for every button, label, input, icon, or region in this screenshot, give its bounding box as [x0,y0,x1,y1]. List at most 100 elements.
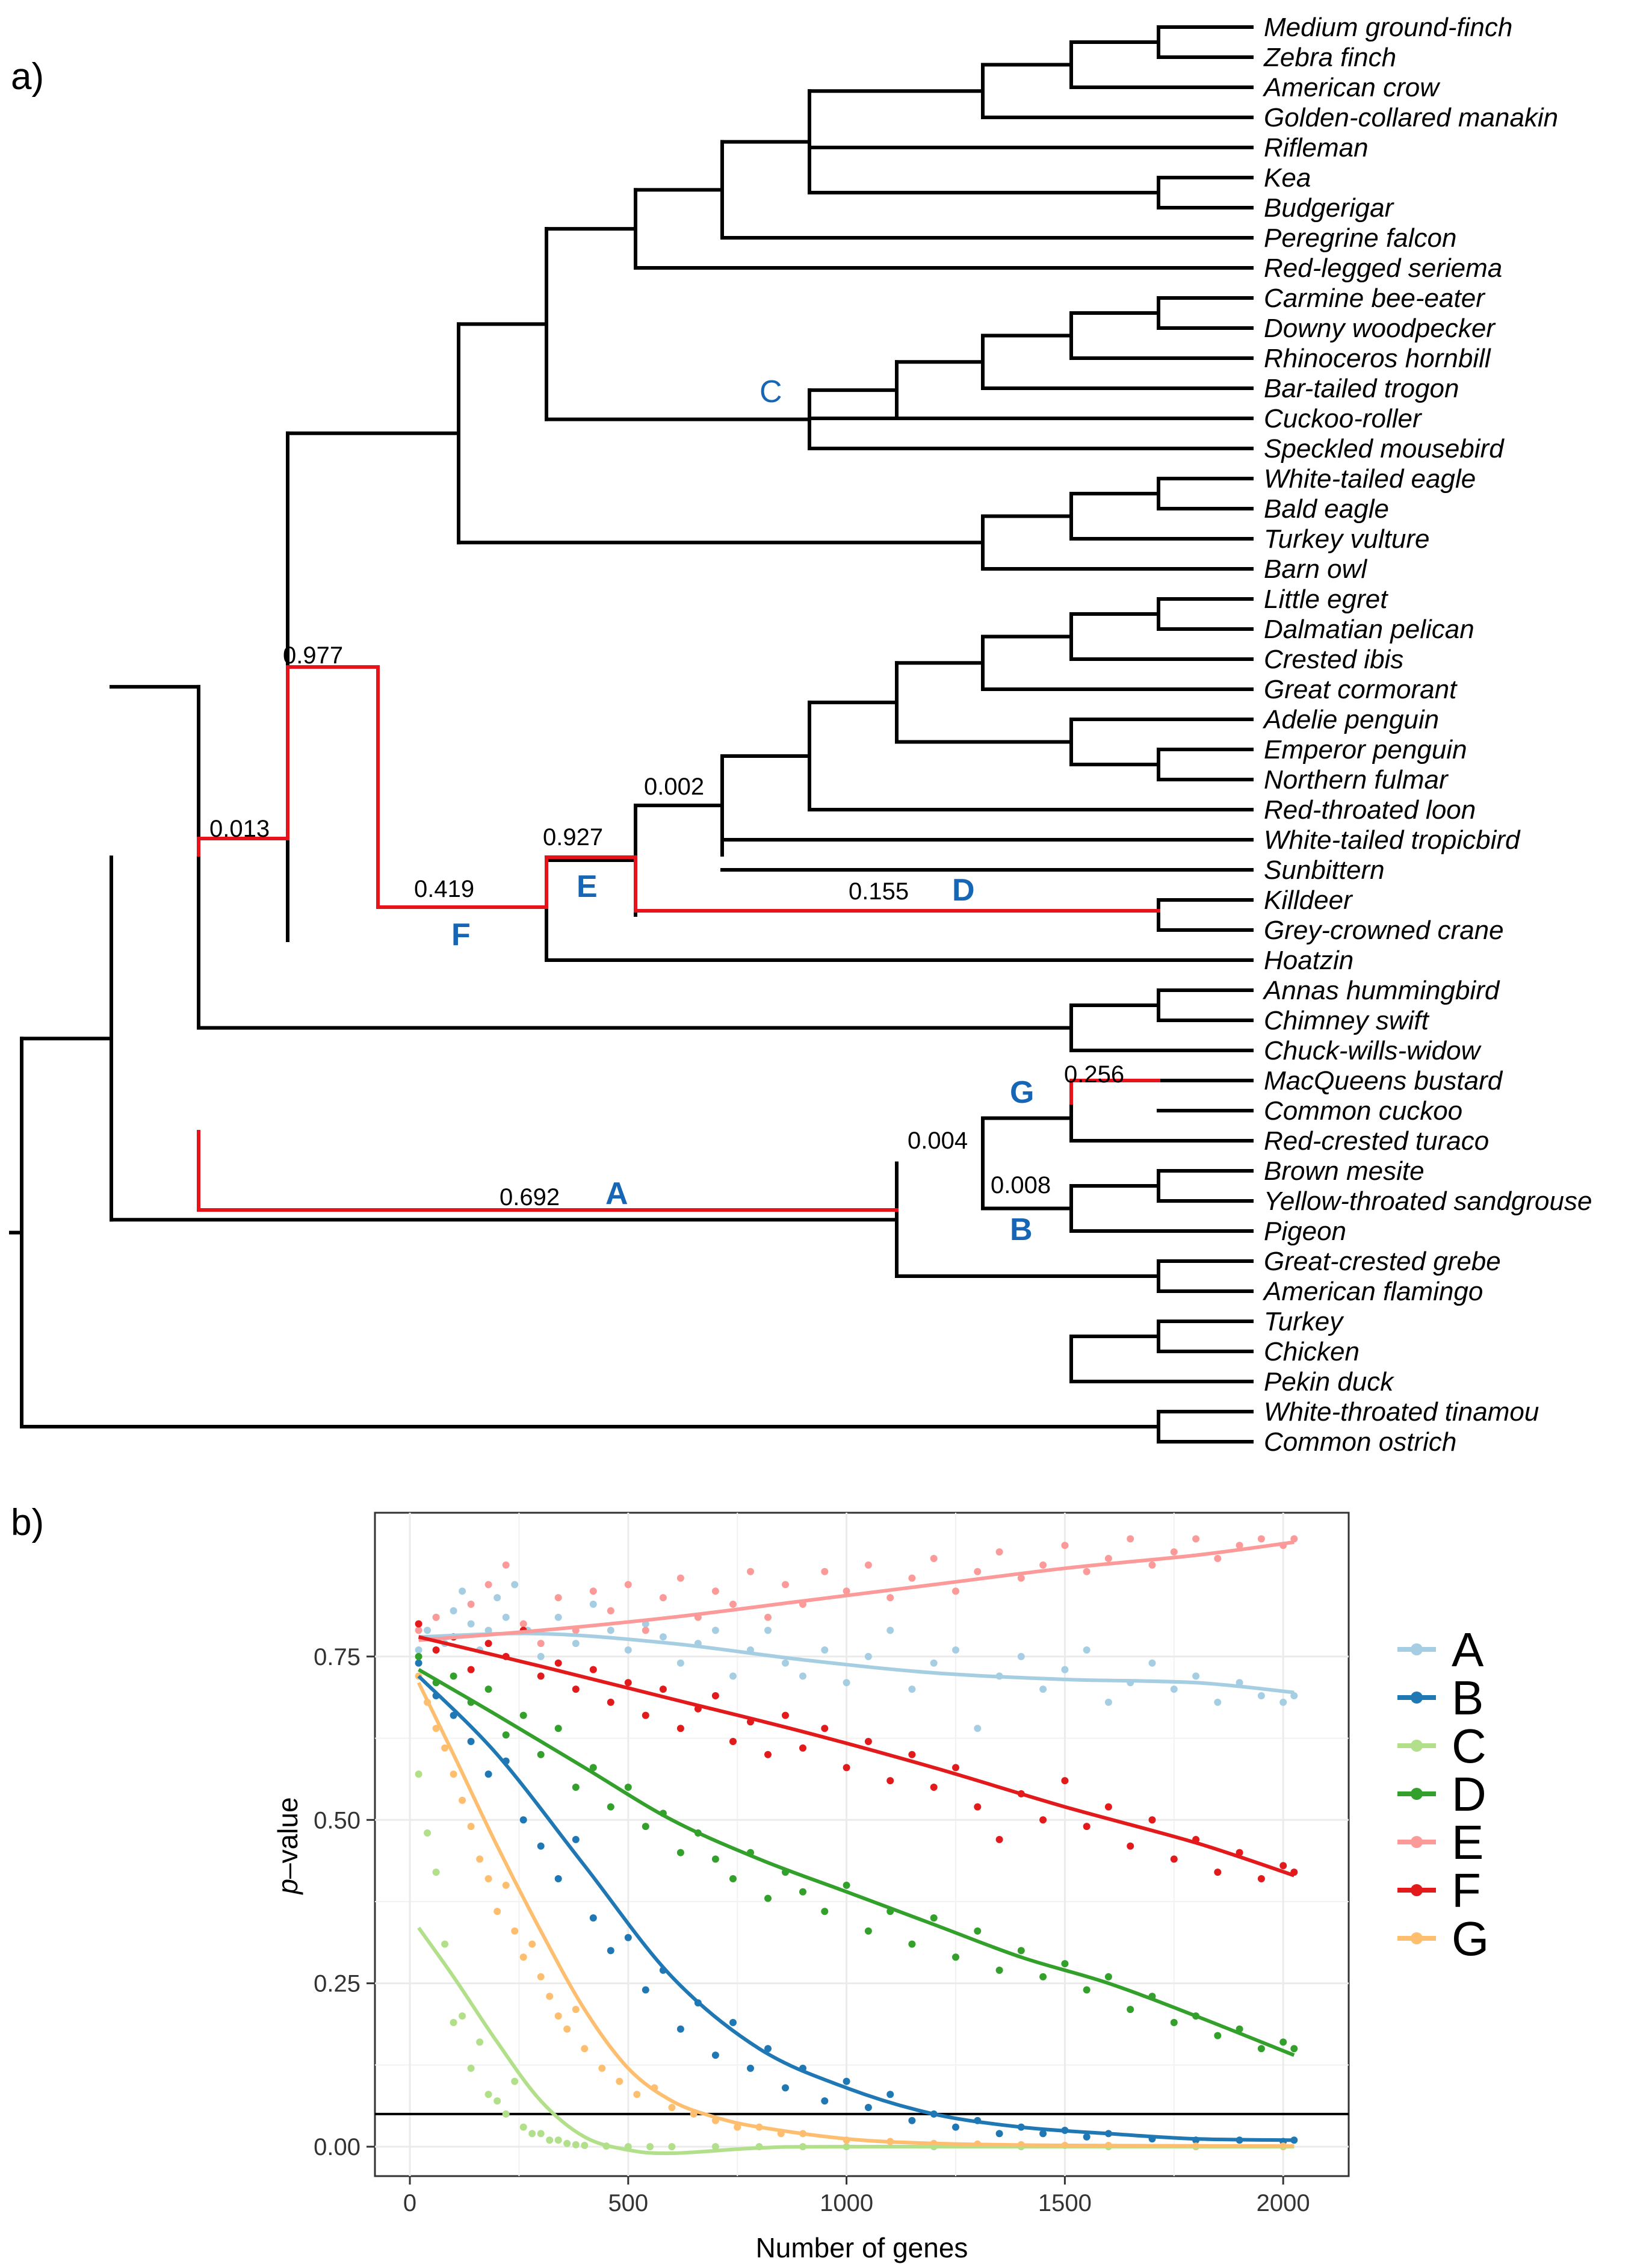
legend-label: D [1452,1767,1486,1821]
tip-label: Red-crested turaco [1264,1126,1489,1156]
legend-key-dot [1411,1692,1423,1704]
point-e [432,1613,440,1621]
point-f [467,1666,475,1673]
tip-label: Common ostrich [1264,1427,1456,1457]
tip-label: Golden-collared manakin [1264,103,1558,132]
clade-label-f: F [451,917,471,952]
point-c [537,2130,545,2138]
point-g [441,1744,449,1752]
tip-label: Annas hummingbird [1262,976,1500,1005]
point-a [1104,1698,1112,1706]
point-b [843,2077,850,2085]
point-f [659,1686,667,1693]
point-f [952,1764,959,1772]
tip-label: Little egret [1264,585,1388,614]
point-a [554,1613,562,1621]
point-c [476,2038,484,2046]
tip-label: Common cuckoo [1264,1096,1462,1126]
y-axis-title-italic: p [272,1879,303,1896]
tip-label: Chicken [1264,1337,1360,1366]
point-a [1039,1686,1047,1693]
point-e [729,1601,737,1608]
tip-label: Bald eagle [1264,494,1389,524]
point-c [546,2136,554,2144]
point-d [729,1875,737,1882]
y-axis-title: p–value [272,1797,303,1895]
point-d [642,1823,649,1831]
pvalue-chart: 0 500 1000 1500 2000 0.00 0.25 0.50 0.75 Number … [272,1512,1489,2263]
tip-label: White-tailed eagle [1264,464,1476,494]
point-d [676,1849,684,1856]
point-d [1039,1973,1047,1980]
axes: 0 500 1000 1500 2000 0.00 0.25 0.50 0.75 [314,1644,1310,2216]
point-b [676,2025,684,2033]
point-f [607,1698,614,1706]
point-a [908,1686,916,1693]
point-c [646,2143,654,2151]
clade-label-a: A [605,1176,628,1211]
point-a [1214,1698,1222,1706]
point-a [974,1725,982,1732]
fit-line-e [418,1540,1295,1642]
branch-value-0013: 0.013 [209,816,270,842]
point-e [1192,1535,1200,1543]
point-g [502,1881,510,1889]
point-d [908,1940,916,1948]
point-d [1290,2045,1298,2053]
branch-values: 0.977 0.013 0.419 0.927 0.002 0.155 0.69… [209,642,1124,1211]
point-b [484,1770,492,1778]
point-e [1214,1555,1222,1562]
clade-label-c: C [759,374,782,409]
point-c [459,2012,466,2020]
point-f [1083,1823,1091,1831]
tip-label: Barn owl [1264,554,1367,584]
point-c [467,2064,475,2072]
branch-value-0002: 0.002 [644,774,704,800]
tip-label: Budgerigar [1264,193,1395,223]
point-e [676,1574,684,1582]
tree-highlighted-branches [197,665,1160,1212]
point-g [537,1973,545,1980]
point-a [1017,1652,1025,1660]
point-g [511,1927,519,1935]
point-d [843,1881,850,1889]
point-b [886,2091,894,2098]
point-b [747,2064,754,2072]
point-d [450,1672,457,1680]
point-d [1127,2006,1134,2014]
point-a [607,1627,614,1634]
legend-key-dot [1411,1788,1423,1800]
point-d [415,1652,422,1660]
panel-b-label: b) [11,1502,44,1543]
branch-value-0977: 0.977 [283,642,343,669]
point-d [711,1855,719,1863]
point-e [995,1548,1003,1556]
point-e [1104,1555,1112,1562]
point-e [864,1561,872,1569]
fit-line-b [417,1675,1295,2142]
point-a [952,1646,959,1654]
point-f [1061,1777,1069,1785]
point-g [484,1875,492,1882]
point-a [1061,1666,1069,1673]
point-e [764,1613,772,1621]
point-a [1148,1659,1156,1667]
point-d [537,1751,545,1758]
legend-key-dot [1411,1643,1423,1655]
tip-label: Chuck-wills-widow [1264,1036,1482,1065]
tip-label: Grey-crowned crane [1264,916,1504,945]
fit-line-g [416,1681,1295,2148]
point-a [537,1652,545,1660]
point-g [493,1908,501,1915]
point-f [821,1725,829,1732]
point-f [537,1672,545,1680]
point-b [537,1842,545,1850]
point-e [537,1640,545,1648]
tip-label: Rhinoceros hornbill [1264,344,1491,373]
point-d [952,1953,959,1961]
tip-label: Red-throated loon [1264,795,1476,825]
tree-highlight-branch [1069,1079,1160,1105]
point-d [589,1764,597,1772]
